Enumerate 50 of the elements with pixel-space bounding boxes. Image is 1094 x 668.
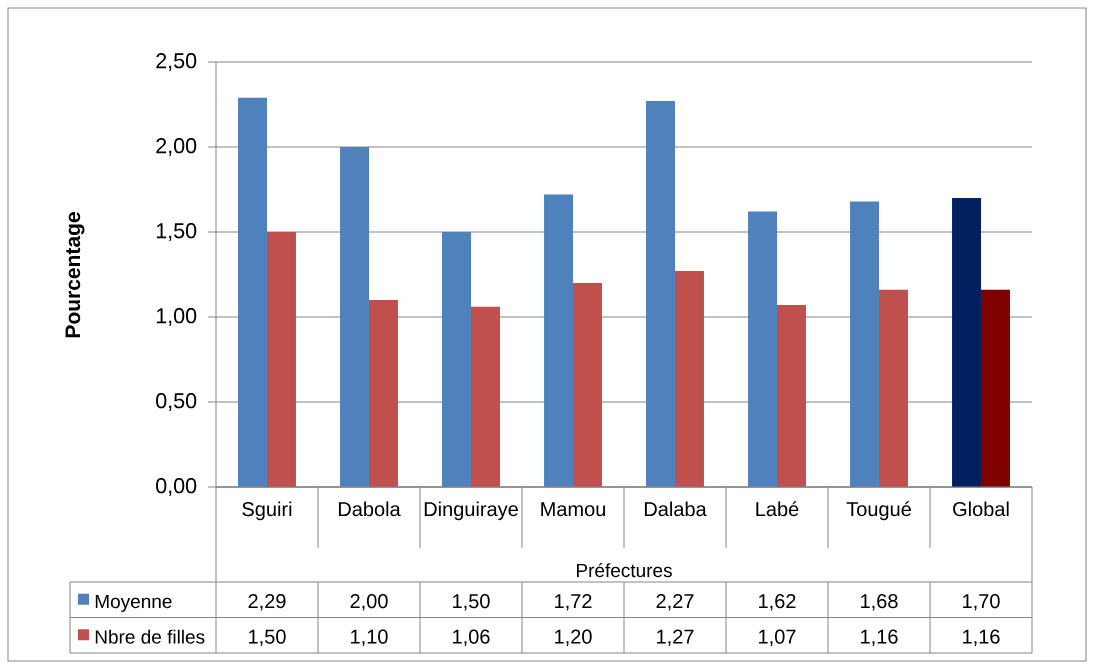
- y-tick-label: 0,00: [156, 478, 197, 496]
- x-tick-label: Tougué: [846, 501, 911, 521]
- legend-label: Nbre de filles: [95, 629, 205, 644]
- bar: [340, 147, 370, 487]
- data-label: 2,27: [656, 594, 694, 611]
- data-label: 1,72: [555, 594, 592, 611]
- bar: [544, 194, 574, 487]
- y-tick-label: 0,50: [156, 393, 197, 411]
- data-label: 1,16: [861, 629, 898, 647]
- data-label: 1,50: [453, 594, 490, 611]
- bar: [267, 232, 296, 487]
- bar: [442, 232, 472, 487]
- data-label: 1,68: [861, 594, 898, 611]
- data-label: 1,06: [453, 629, 490, 647]
- bar: [748, 211, 778, 487]
- bar: [850, 201, 880, 487]
- data-label: 1,70: [963, 594, 1000, 611]
- data-label: 1,50: [249, 629, 286, 647]
- bar: [471, 306, 500, 487]
- bar: [952, 198, 982, 487]
- data-label: 2,00: [350, 594, 388, 611]
- y-tick-label: 1,00: [156, 308, 197, 326]
- y-tick-label: 1,50: [156, 223, 197, 241]
- x-axis-title: Préfectures: [577, 563, 672, 578]
- data-label: 2,29: [248, 594, 286, 611]
- y-tick-label: 2,50: [156, 53, 197, 71]
- x-tick-label: Dalaba: [644, 501, 707, 517]
- data-label: 1,27: [657, 629, 694, 647]
- bar: [981, 289, 1010, 487]
- data-label: 1,62: [759, 594, 796, 611]
- bar: [777, 305, 806, 487]
- legend-label: Moyenne: [95, 594, 172, 612]
- x-tick-label: Labé: [756, 501, 799, 517]
- data-label: 1,07: [759, 629, 796, 647]
- y-tick-label: 2,00: [156, 138, 197, 156]
- y-axis-title: Pourcentage: [65, 212, 85, 338]
- x-tick-label: Mamou: [541, 502, 606, 517]
- bar: [369, 300, 398, 487]
- data-label: 1,10: [351, 629, 388, 647]
- bar: [238, 97, 268, 487]
- x-tick-label: Dinguiraye: [424, 501, 518, 521]
- data-label: 1,20: [555, 629, 592, 647]
- bar: [573, 283, 602, 487]
- x-tick-label: Sguiri: [242, 501, 292, 521]
- x-tick-label: Global: [953, 501, 1009, 517]
- bar: [675, 271, 704, 487]
- data-label: 1,16: [963, 629, 1000, 647]
- x-tick-label: Dabola: [338, 501, 401, 517]
- bar: [646, 101, 676, 487]
- bar: [879, 289, 908, 487]
